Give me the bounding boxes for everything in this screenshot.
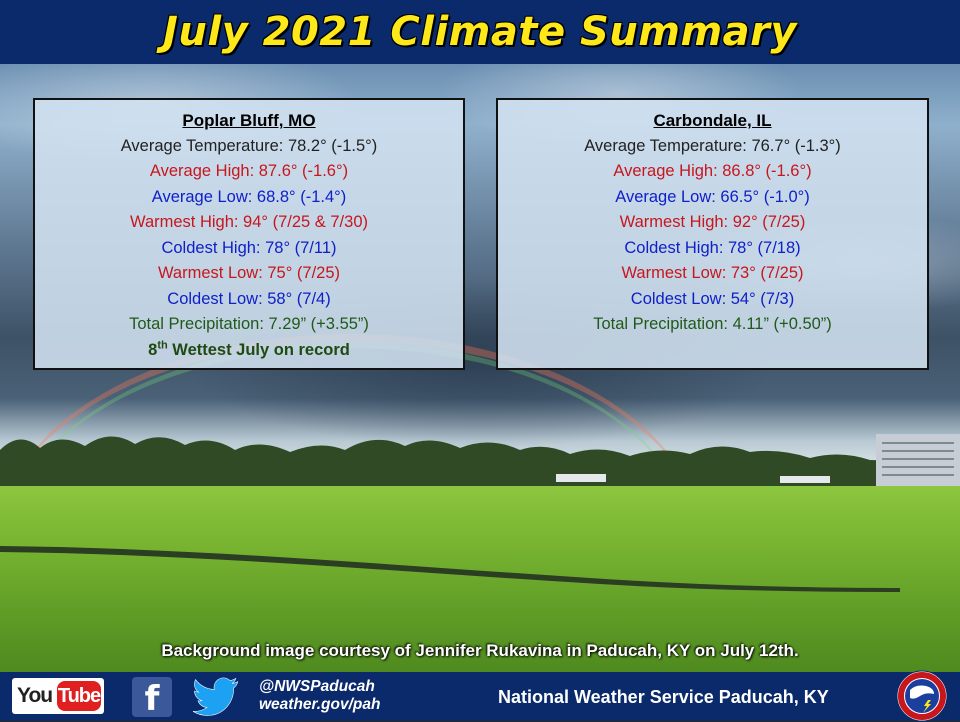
treeline: [0, 436, 960, 490]
grass-field: [0, 486, 960, 672]
average-low: Average Low: 68.8° (-1.4°): [151, 187, 347, 206]
total-precipitation: Total Precipitation: 7.29” (+3.55”): [129, 315, 369, 333]
social-links: @NWSPaducah weather.gov/pah: [259, 678, 380, 714]
record-note: 8th Wettest July on record: [35, 338, 463, 364]
office-name: National Weather Service Paducah, KY: [498, 687, 829, 707]
youtube-you-text: You: [17, 684, 53, 707]
hospital-building: [876, 434, 960, 488]
average-low: Average Low: 66.5° (-1.0°): [615, 187, 810, 206]
station-name: Poplar Bluff, MO: [182, 111, 316, 130]
total-precipitation: Total Precipitation: 4.11” (+0.50”): [593, 315, 832, 333]
website-link[interactable]: weather.gov/pah: [259, 696, 381, 713]
coldest-high: Coldest High: 78° (7/18): [624, 238, 801, 257]
coldest-low: Coldest Low: 58° (7/4): [167, 289, 331, 308]
twitter-icon[interactable]: [193, 676, 239, 718]
page-title: July 2021 Climate Summary: [163, 9, 797, 55]
average-temperature: Average Temperature: 78.2° (-1.5°): [120, 136, 378, 155]
warmest-low: Warmest Low: 73° (7/25): [621, 264, 804, 282]
drainage-ditch: [0, 546, 900, 592]
record-rank: 8: [148, 340, 158, 359]
average-temperature: Average Temperature: 76.7° (-1.3°): [584, 136, 841, 155]
facebook-icon[interactable]: f: [132, 677, 172, 719]
nws-logo: [896, 670, 948, 722]
social-handle[interactable]: @NWSPaducah: [259, 678, 375, 695]
average-high: Average High: 86.8° (-1.6°): [613, 162, 812, 180]
record-text: Wettest July on record: [167, 340, 350, 359]
warmest-high: Warmest High: 94° (7/25 & 7/30): [129, 213, 368, 231]
title-bar: July 2021 Climate Summary: [0, 0, 960, 64]
station-box-carbondale: Carbondale, IL Average Temperature: 76.7…: [496, 98, 929, 370]
station-box-poplar-bluff: Poplar Bluff, MO Average Temperature: 78…: [33, 98, 465, 370]
coldest-low: Coldest Low: 54° (7/3): [630, 289, 795, 308]
warmest-low: Warmest Low: 75° (7/25): [157, 264, 341, 282]
youtube-icon[interactable]: You Tube: [12, 678, 104, 714]
image-credit: Background image courtesy of Jennifer Ru…: [161, 641, 799, 660]
warmest-high: Warmest High: 92° (7/25): [619, 213, 806, 231]
average-high: Average High: 87.6° (-1.6°): [149, 162, 349, 180]
record-rank-suffix: th: [157, 339, 168, 351]
youtube-tube-text: Tube: [57, 681, 101, 711]
coldest-high: Coldest High: 78° (7/11): [161, 238, 337, 257]
facebook-glyph: f: [144, 679, 160, 719]
station-name: Carbondale, IL: [653, 111, 772, 130]
